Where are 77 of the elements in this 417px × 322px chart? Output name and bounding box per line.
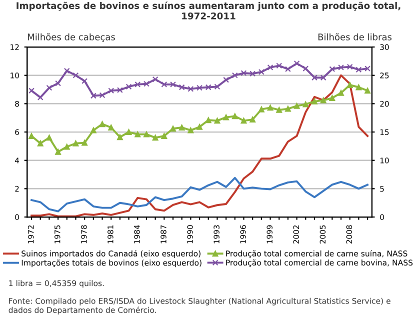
point <box>196 84 203 91</box>
point <box>302 101 309 108</box>
point <box>90 127 96 134</box>
point <box>161 81 168 88</box>
point <box>64 144 70 150</box>
point <box>214 118 220 124</box>
point <box>232 113 238 120</box>
point <box>188 86 194 92</box>
point <box>276 106 282 113</box>
point <box>64 68 70 74</box>
point <box>276 62 282 69</box>
point <box>294 60 300 66</box>
point <box>178 84 185 90</box>
point <box>267 64 274 70</box>
point <box>356 84 362 90</box>
point <box>134 131 141 138</box>
point <box>116 87 123 94</box>
point <box>126 84 132 90</box>
point <box>116 134 123 140</box>
point <box>99 92 106 98</box>
point <box>82 140 88 146</box>
point <box>284 66 291 72</box>
line-series <box>30 74 369 218</box>
point <box>55 80 62 86</box>
point <box>338 64 344 70</box>
point <box>240 70 247 76</box>
point <box>188 127 194 134</box>
point <box>258 106 264 112</box>
point <box>46 134 52 141</box>
point <box>320 74 326 81</box>
y2-axis-title: Bilhões de libras <box>318 33 392 40</box>
point <box>72 140 79 146</box>
point <box>143 80 150 87</box>
point <box>196 124 203 130</box>
point <box>99 121 106 128</box>
point <box>214 84 220 90</box>
line-series <box>30 176 369 212</box>
point <box>161 133 168 139</box>
point <box>82 78 88 84</box>
point <box>267 104 274 111</box>
point <box>205 84 212 90</box>
point <box>258 68 264 75</box>
point <box>250 116 256 123</box>
point <box>356 66 362 73</box>
point <box>72 72 79 78</box>
point <box>170 81 176 88</box>
point <box>90 92 96 99</box>
point <box>312 98 318 104</box>
point <box>134 81 141 88</box>
point <box>152 134 158 141</box>
point <box>240 118 247 124</box>
point <box>37 94 44 100</box>
point <box>294 102 300 109</box>
y-axis-title: Milhões de cabeças <box>28 33 115 42</box>
point <box>205 117 212 124</box>
point <box>346 82 353 88</box>
point <box>143 131 150 138</box>
point <box>346 64 353 70</box>
point <box>364 66 371 72</box>
point <box>223 114 230 120</box>
point <box>46 84 52 91</box>
point <box>232 72 238 78</box>
point <box>329 66 336 72</box>
point <box>170 126 176 132</box>
point <box>108 88 114 94</box>
point <box>284 106 291 112</box>
point <box>37 140 44 146</box>
point <box>152 76 158 82</box>
point <box>28 88 35 94</box>
point <box>338 90 344 96</box>
point <box>55 148 62 155</box>
chart-title: Importações de bovinos e suínos aumentaram junto com a produção total, 1972-2011 <box>16 2 400 20</box>
point <box>223 76 230 83</box>
point <box>250 70 256 77</box>
point <box>312 74 318 81</box>
point <box>364 88 371 94</box>
point <box>320 97 326 104</box>
